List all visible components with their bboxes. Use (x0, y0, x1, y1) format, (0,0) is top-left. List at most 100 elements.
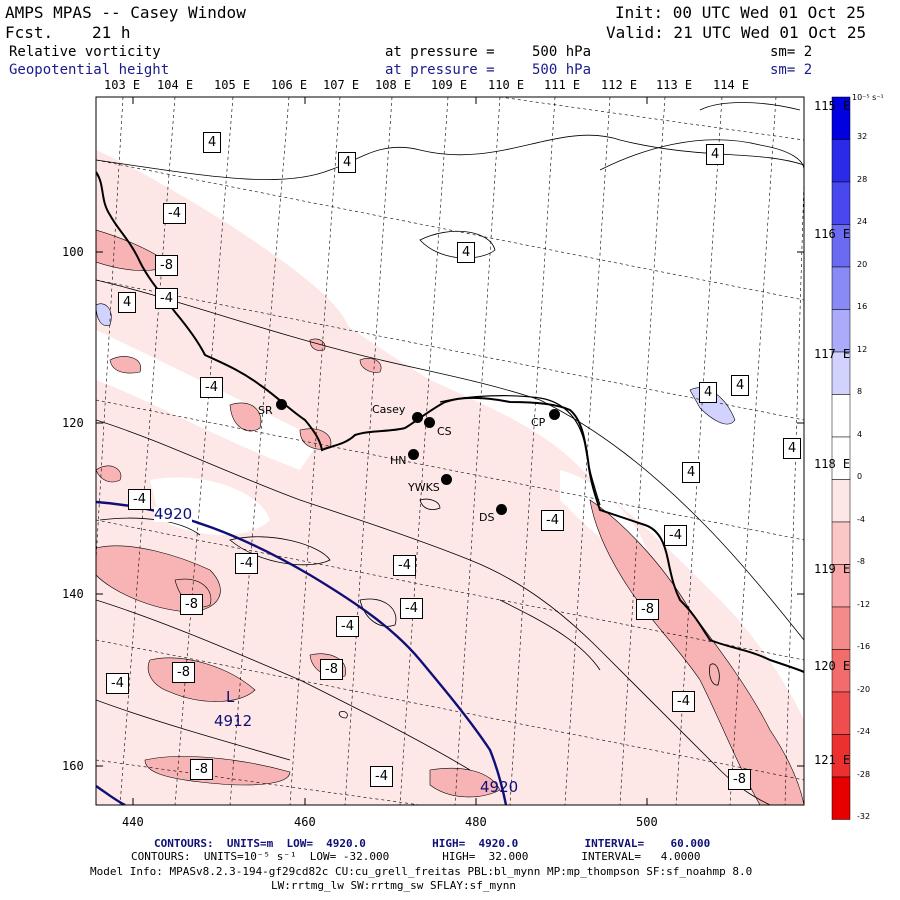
height-label-4920-west: 4920 (154, 505, 193, 523)
right-lon-label: 119 E (814, 562, 851, 576)
y-label-160: 160 (62, 759, 84, 773)
colorbar-tick: 8 (857, 387, 863, 396)
colorbar-tick: 20 (857, 259, 868, 269)
colorbar-swatch (831, 776, 851, 820)
colorbar-tick: -28 (857, 769, 871, 779)
station-label-cs: CS (437, 425, 452, 438)
right-lon-label: 118 E (814, 457, 851, 471)
station-label-sr: SR (258, 404, 273, 417)
footer-height-contours: CONTOURS: UNITS=m LOW= 4920.0 HIGH= 4920… (154, 837, 711, 850)
contour-label: -4 (672, 691, 695, 712)
right-lon-label: 116 E (814, 227, 851, 241)
station-marker[interactable] (441, 474, 452, 485)
station-marker[interactable] (408, 449, 419, 460)
x-label-480: 480 (465, 815, 487, 829)
colorbar-tick: 0 (857, 472, 863, 481)
coastline-inner (439, 395, 601, 506)
top-lon-label: 114 E (713, 78, 750, 92)
height-contour-4920 (96, 500, 508, 805)
colorbar-swatch (831, 266, 851, 310)
station-marker[interactable] (276, 399, 287, 410)
valid-time: Valid: 21 UTC Wed 01 Oct 25 (606, 23, 867, 42)
station-label-casey: Casey (372, 403, 406, 416)
colorbar-unit: 10⁻⁵ s⁻¹ (852, 93, 884, 102)
station-marker[interactable] (549, 409, 560, 420)
y-label-140: 140 (62, 587, 84, 601)
height-contour-4920-corner (96, 785, 126, 805)
map-plot-area (96, 97, 804, 805)
right-lon-label: 121 E (814, 753, 851, 767)
top-lon-label: 113 E (656, 78, 693, 92)
field1-pressure: 500 hPa (532, 44, 592, 60)
top-lon-label: 104 E (157, 78, 194, 92)
contour-label: -8 (636, 599, 659, 620)
station-marker[interactable] (424, 417, 435, 428)
colorbar-tick: 4 (857, 429, 863, 439)
colorbar (831, 96, 851, 820)
plot-frame (95, 96, 805, 806)
colorbar-tick: 12 (857, 344, 868, 354)
forecast-hour: 21 h (92, 23, 131, 42)
contour-label: 4 (699, 382, 718, 403)
station-label-cp: CP (531, 416, 546, 429)
contour-label: -4 (106, 673, 129, 694)
contour-label: -4 (163, 203, 186, 224)
colorbar-swatch (831, 181, 851, 225)
colorbar-swatch (831, 691, 851, 735)
top-lon-label: 106 E (271, 78, 308, 92)
colorbar-tick: 16 (857, 302, 868, 311)
top-lon-label: 105 E (214, 78, 251, 92)
contour-label: -8 (728, 769, 751, 790)
contour-label: -8 (180, 594, 203, 615)
field2-pressure-label: at pressure = (385, 62, 495, 78)
contour-label: -8 (320, 659, 343, 680)
contour-label: 4 (682, 462, 701, 483)
x-label-460: 460 (294, 815, 316, 829)
colorbar-tick: 24 (857, 217, 868, 226)
colorbar-tick: -32 (857, 812, 871, 821)
contour-label: -4 (128, 489, 151, 510)
contour-label: -4 (336, 616, 359, 637)
footer-model-info: Model Info: MPASv8.2.3-194-gf29cd82c CU:… (90, 865, 753, 878)
station-marker[interactable] (496, 504, 507, 515)
field1-smoothing: sm= 2 (770, 44, 813, 60)
top-lon-label: 110 E (488, 78, 525, 92)
station-label-ywks: YWKS (408, 481, 440, 494)
colorbar-tick: -12 (857, 599, 871, 609)
station-marker[interactable] (412, 412, 423, 423)
right-lon-label: 117 E (814, 347, 851, 361)
y-label-120: 120 (62, 416, 84, 430)
lat-lon-grid (96, 97, 804, 805)
contour-label: -4 (155, 288, 178, 309)
window-title: AMPS MPAS -- Casey Window (5, 3, 246, 22)
top-lon-label: 108 E (375, 78, 412, 92)
colorbar-swatch (831, 139, 851, 183)
right-lon-label: 115 E (814, 99, 851, 113)
top-lon-label: 111 E (544, 78, 581, 92)
contour-label: -4 (393, 555, 416, 576)
colorbar-swatch (831, 521, 851, 565)
vorticity-contours (96, 102, 804, 805)
top-lon-label: 107 E (323, 78, 360, 92)
x-label-440: 440 (122, 815, 144, 829)
forecast-label: Fcst. (5, 23, 54, 42)
contour-label: 4 (338, 152, 357, 173)
colorbar-swatch (831, 606, 851, 650)
contour-label: -8 (190, 759, 213, 780)
top-lon-label: 103 E (104, 78, 141, 92)
low-marker: L (226, 688, 235, 706)
footer-vorticity-contours: CONTOURS: UNITS=10⁻⁵ s⁻¹ LOW= -32.000 HI… (131, 850, 701, 863)
footer-physics-info: LW:rrtmg_lw SW:rrtmg_sw SFLAY:sf_mynn (271, 879, 517, 892)
height-label-4920-south: 4920 (480, 778, 519, 796)
colorbar-tick: -4 (857, 514, 865, 524)
contour-label: 4 (457, 242, 476, 263)
y-label-100: 100 (62, 245, 84, 259)
contour-label: -4 (664, 525, 687, 546)
contour-label: 4 (118, 292, 137, 313)
right-lon-label: 120 E (814, 659, 851, 673)
field2-smoothing: sm= 2 (770, 62, 813, 78)
colorbar-tick: -20 (857, 684, 871, 694)
field2-name: Geopotential height (9, 62, 170, 78)
contour-label: -4 (200, 377, 223, 398)
